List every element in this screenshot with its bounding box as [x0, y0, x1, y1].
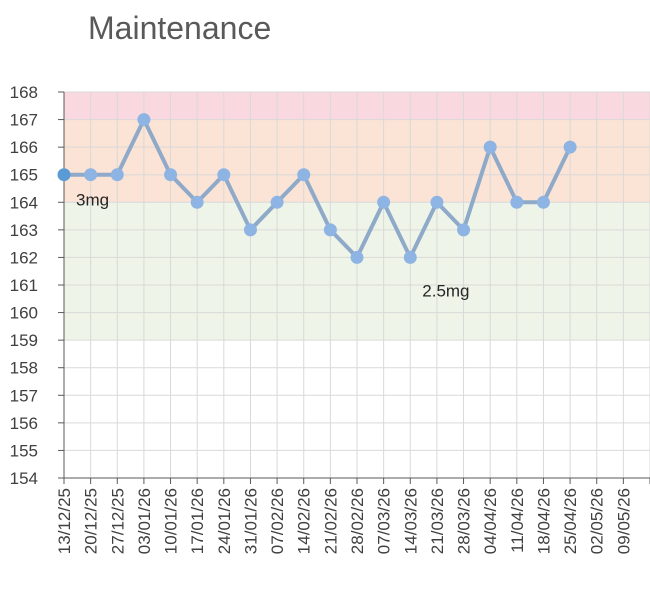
y-tick-label: 158	[10, 359, 38, 378]
x-tick-label: 21/03/26	[428, 488, 447, 554]
x-tick-label: 10/01/26	[162, 488, 181, 554]
data-point	[243, 223, 257, 237]
y-tick-label: 168	[10, 83, 38, 102]
x-tick-label: 25/04/26	[561, 488, 580, 554]
y-tick-label: 162	[10, 248, 38, 267]
data-point	[563, 140, 577, 154]
x-tick-label: 09/05/26	[614, 488, 633, 554]
data-point	[57, 168, 71, 182]
x-tick-label: 21/02/26	[321, 488, 340, 554]
x-tick-label: 31/01/26	[241, 488, 260, 554]
data-point	[297, 168, 311, 182]
data-point	[536, 195, 550, 209]
data-point	[403, 250, 417, 264]
y-tick-label: 159	[10, 331, 38, 350]
y-tick-label: 157	[10, 386, 38, 405]
y-tick-label: 156	[10, 414, 38, 433]
y-tick-label: 161	[10, 276, 38, 295]
y-tick-label: 160	[10, 304, 38, 323]
y-axis-ticks: 154 155 156 157 158 159 160 161 162 163 164 165 166 1…	[10, 83, 64, 488]
chart-title: Maintenance	[88, 10, 272, 46]
x-tick-label: 28/03/26	[455, 488, 474, 554]
y-tick-label: 165	[10, 166, 38, 185]
y-tick-label: 167	[10, 111, 38, 130]
x-tick-label: 11/04/26	[508, 488, 527, 553]
x-tick-label: 07/03/26	[375, 488, 394, 554]
x-tick-label: 18/04/26	[534, 488, 553, 554]
data-point	[84, 168, 98, 182]
annotation-label: 3mg	[76, 191, 109, 210]
x-tick-label: 04/04/26	[481, 488, 500, 554]
x-tick-label: 28/02/26	[348, 488, 367, 554]
data-point	[323, 223, 337, 237]
data-point	[350, 250, 364, 264]
data-point	[483, 140, 497, 154]
data-point	[457, 223, 471, 237]
x-tick-label: 14/02/26	[295, 488, 314, 554]
y-tick-label: 164	[10, 193, 38, 212]
x-tick-label: 07/02/26	[268, 488, 287, 554]
data-point	[190, 195, 204, 209]
chart-series	[57, 113, 577, 264]
data-point	[510, 195, 524, 209]
chart-annotations: 3mg 2.5mg	[76, 191, 470, 301]
data-point	[270, 195, 284, 209]
series-line	[64, 117, 572, 260]
data-point	[137, 113, 151, 127]
data-point	[377, 195, 391, 209]
x-tick-label: 13/12/25	[55, 488, 74, 554]
y-tick-label: 166	[10, 138, 38, 157]
data-point	[110, 168, 124, 182]
y-tick-label: 155	[10, 441, 38, 460]
data-point	[430, 195, 444, 209]
data-point	[164, 168, 178, 182]
x-axis-ticks: 13/12/25 20/12/25 27/12/25 03/01/26 10/01/26…	[55, 478, 650, 554]
data-point	[217, 168, 231, 182]
x-tick-label: 14/03/26	[401, 488, 420, 554]
x-tick-label: 27/12/25	[108, 488, 127, 554]
annotation-label: 2.5mg	[422, 282, 469, 301]
x-tick-label: 02/05/26	[588, 488, 607, 554]
y-tick-label: 154	[10, 469, 38, 488]
y-tick-label: 163	[10, 221, 38, 240]
x-tick-label: 24/01/26	[215, 488, 234, 554]
x-tick-label: 03/01/26	[135, 488, 154, 554]
x-tick-label: 20/12/25	[82, 488, 101, 554]
x-tick-label: 17/01/26	[188, 488, 207, 554]
